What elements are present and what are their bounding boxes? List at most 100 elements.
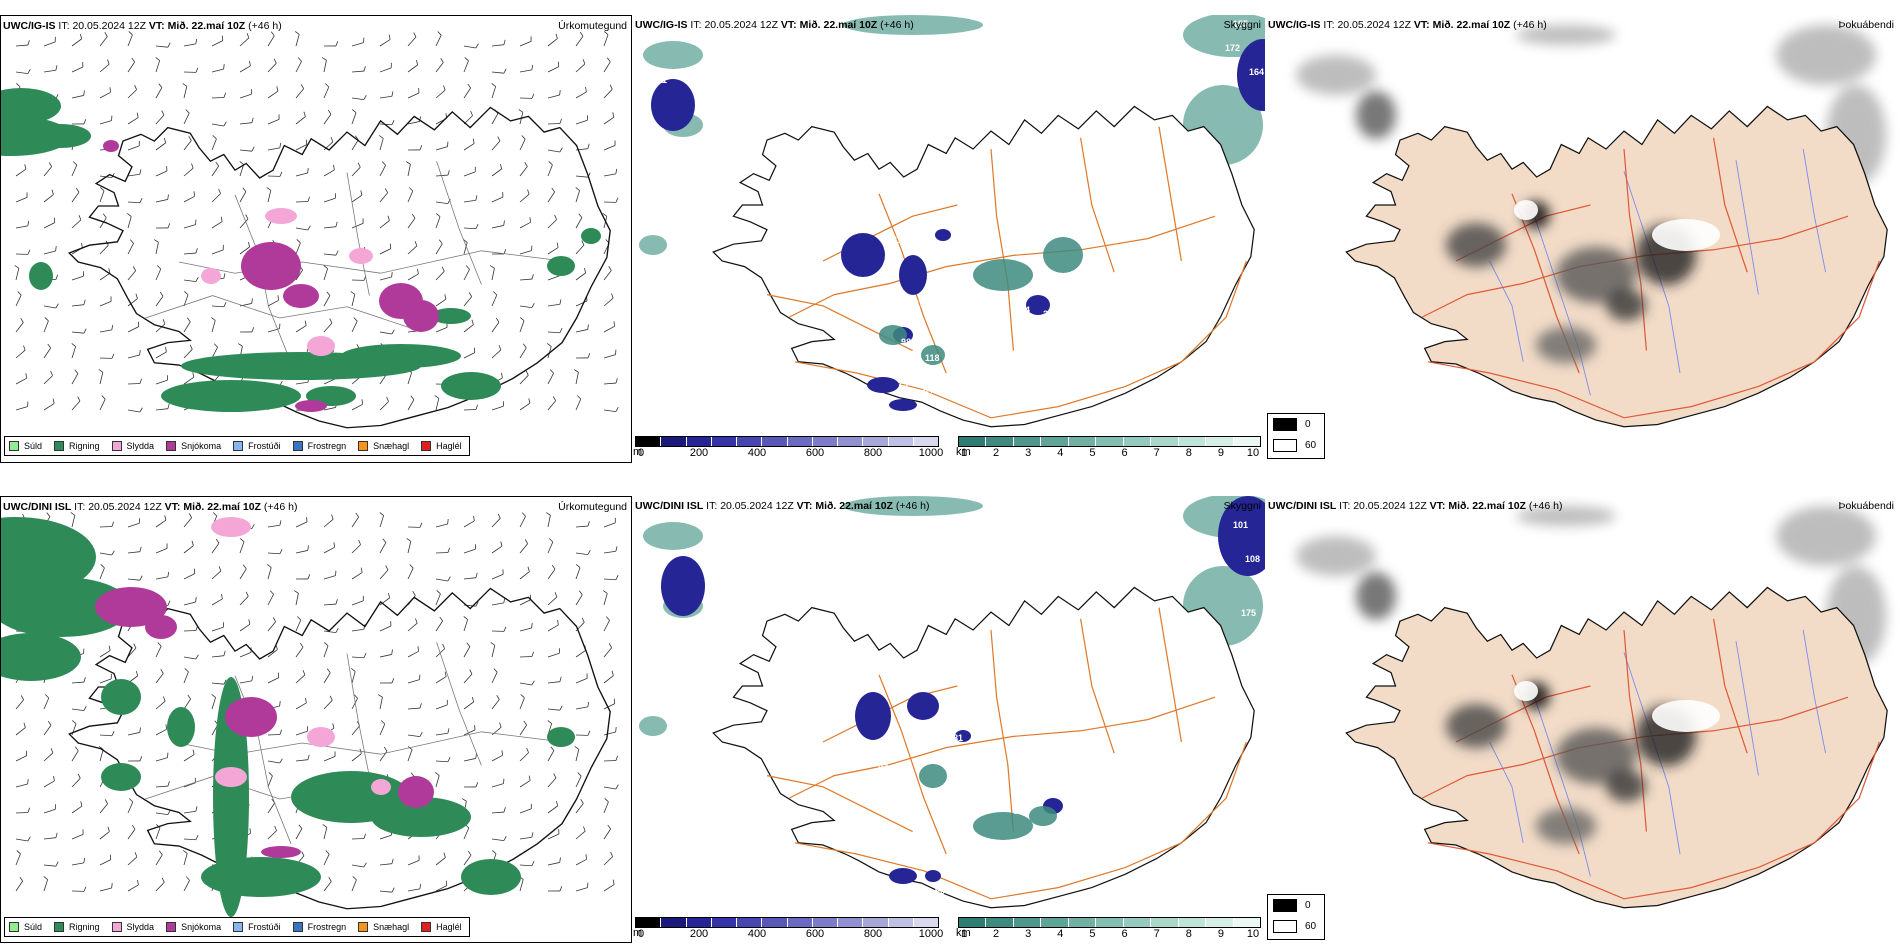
legend-label: Frostregn bbox=[307, 441, 347, 451]
cloud-base-label: 113 bbox=[893, 235, 908, 245]
colorbar-tick-label: 800 bbox=[863, 928, 883, 940]
legend-item: Haglél bbox=[421, 922, 462, 932]
legend-swatch bbox=[111, 922, 122, 932]
low-cloud-areas bbox=[651, 39, 1265, 411]
legend-item: Snæhagl bbox=[358, 922, 409, 932]
colorbar-strip bbox=[635, 436, 939, 447]
cloud-base-label: 60 bbox=[1051, 337, 1061, 347]
legend-swatch bbox=[421, 441, 432, 451]
cloud-base-label: 59 bbox=[878, 760, 888, 770]
colorbar-cell bbox=[787, 918, 813, 927]
low-cloud-areas bbox=[661, 496, 1265, 884]
legend-swatch bbox=[292, 441, 303, 451]
legend-item: Rigning bbox=[54, 922, 100, 932]
cloud-base-label: 172 bbox=[1225, 43, 1240, 53]
legend-label: Snjókoma bbox=[181, 922, 222, 932]
snow-areas bbox=[103, 140, 439, 412]
colorbar-tick-label: 4 bbox=[1057, 447, 1064, 459]
precip-type-map bbox=[1, 512, 619, 917]
cloud-base-label: 111 bbox=[653, 75, 667, 85]
fog-index-shading bbox=[1356, 91, 1696, 363]
fog-legend-swatch bbox=[1273, 899, 1297, 912]
glacier-areas bbox=[1514, 681, 1720, 732]
panel-header: UWC/IG-IS IT: 20.05.2024 12Z VT: Mið. 22… bbox=[3, 20, 282, 32]
legend-swatch bbox=[292, 922, 303, 932]
cloud-base-label: 131 bbox=[673, 157, 688, 167]
colorbar-strip bbox=[635, 917, 939, 928]
cloud-base-label: 110 bbox=[705, 149, 720, 159]
colorbar-unit: km bbox=[956, 927, 971, 939]
legend-item: Frostúði bbox=[233, 922, 281, 932]
colorbar-cell bbox=[959, 437, 987, 446]
colorbar-cell bbox=[762, 918, 788, 927]
colorbar-cell bbox=[812, 437, 838, 446]
colorbar-cell bbox=[1068, 437, 1097, 446]
colorbar-cell bbox=[711, 437, 737, 446]
cloud-base-label: 155 bbox=[1233, 19, 1248, 29]
cloud-base-label: 107 bbox=[901, 367, 916, 377]
colorbar-tick-label: 400 bbox=[747, 447, 767, 459]
precip-type-map bbox=[1, 31, 619, 429]
legend-item: Rigning bbox=[54, 441, 100, 451]
colorbar-cell bbox=[1151, 918, 1179, 927]
colorbar-cell bbox=[913, 437, 938, 446]
colorbar-tick-label: 0 bbox=[637, 447, 645, 459]
cloud-base-label: 78 bbox=[703, 95, 713, 105]
legend-item: Frostregn bbox=[292, 922, 346, 932]
colorbar-cell bbox=[1233, 918, 1260, 927]
cloud-base-label: 84 bbox=[891, 299, 901, 309]
colorbar-cell bbox=[1013, 437, 1042, 446]
colorbar-cell bbox=[1041, 918, 1069, 927]
colorbar-cell bbox=[986, 918, 1014, 927]
cloud-base-label: 64 bbox=[923, 385, 933, 395]
legend-item: Súld bbox=[9, 441, 42, 451]
colorbar-tick-label: 800 bbox=[863, 447, 883, 459]
road-lines bbox=[145, 161, 572, 363]
cloud-base-colorbar: 0 200 400 600 800 1000 m bbox=[633, 917, 943, 940]
colorbar-cell bbox=[1206, 918, 1234, 927]
legend-label: Súld bbox=[24, 441, 43, 451]
legend-label: Frostúði bbox=[248, 441, 281, 451]
fog-index-map bbox=[1296, 25, 1888, 428]
colorbar-ticks: 0 200 400 600 800 1000 bbox=[635, 928, 943, 940]
visibility-colorbar: 1 2 3 4 5 6 7 8 9 10 km bbox=[956, 917, 1261, 940]
rain-areas bbox=[1, 88, 601, 412]
fog-panel-row1: UWC/IG-IS IT: 20.05.2024 12Z VT: Mið. 22… bbox=[1266, 15, 1900, 463]
colorbar-ticks: 0 200 400 600 800 1000 bbox=[635, 447, 943, 459]
colorbar-cell bbox=[1013, 918, 1042, 927]
panel-header: UWC/DINI ISL IT: 20.05.2024 12Z VT: Mið.… bbox=[3, 501, 298, 513]
cloud-base-label: 175 bbox=[1241, 608, 1256, 618]
colorbar-tick-label: 5 bbox=[1089, 928, 1096, 940]
cloud-base-label: 69 bbox=[901, 778, 911, 788]
colorbar-strip bbox=[958, 436, 1261, 447]
colorbar-strip bbox=[958, 917, 1261, 928]
cloud-base-label: 75 bbox=[898, 379, 908, 389]
fog-legend-swatch bbox=[1273, 418, 1297, 431]
fog-legend-swatch bbox=[1273, 439, 1297, 452]
cloud-base-label: 118 bbox=[925, 353, 940, 363]
cloud-base-label: 108 bbox=[1245, 554, 1260, 564]
legend-label: Snæhagl bbox=[373, 922, 410, 932]
legend-swatch bbox=[421, 922, 432, 932]
legend-item: Súld bbox=[9, 922, 42, 932]
cloud-base-label: 137 bbox=[915, 299, 930, 309]
legend-swatch bbox=[166, 922, 177, 932]
colorbar-cell bbox=[812, 918, 838, 927]
panel-title: Skyggni bbox=[1223, 19, 1261, 31]
legend-swatch bbox=[233, 922, 244, 932]
legend-label: Slydda bbox=[126, 441, 155, 451]
colorbar-cell bbox=[959, 918, 987, 927]
legend-swatch bbox=[54, 922, 65, 932]
colorbar-tick-label: 1 bbox=[960, 928, 968, 940]
cloud-visibility-map: 101 108 175 65 79 84 370 181 59 69 53 71 90 44 57 12 bbox=[639, 496, 1265, 909]
cloud-base-label: 39 bbox=[978, 247, 988, 257]
cloud-base-label: 44 bbox=[671, 712, 681, 722]
cloud-base-label: 84 bbox=[703, 608, 713, 618]
colorbar-cell bbox=[1096, 437, 1124, 446]
legend-item: Snjókoma bbox=[166, 441, 221, 451]
cloud-base-label: 79 bbox=[793, 608, 803, 618]
colorbar-cell bbox=[661, 437, 687, 446]
precip-panel-row2: UWC/DINI ISL IT: 20.05.2024 12Z VT: Mið.… bbox=[0, 496, 632, 943]
colorbar-cell bbox=[888, 918, 914, 927]
colorbar-tick-label: 3 bbox=[1025, 447, 1032, 459]
